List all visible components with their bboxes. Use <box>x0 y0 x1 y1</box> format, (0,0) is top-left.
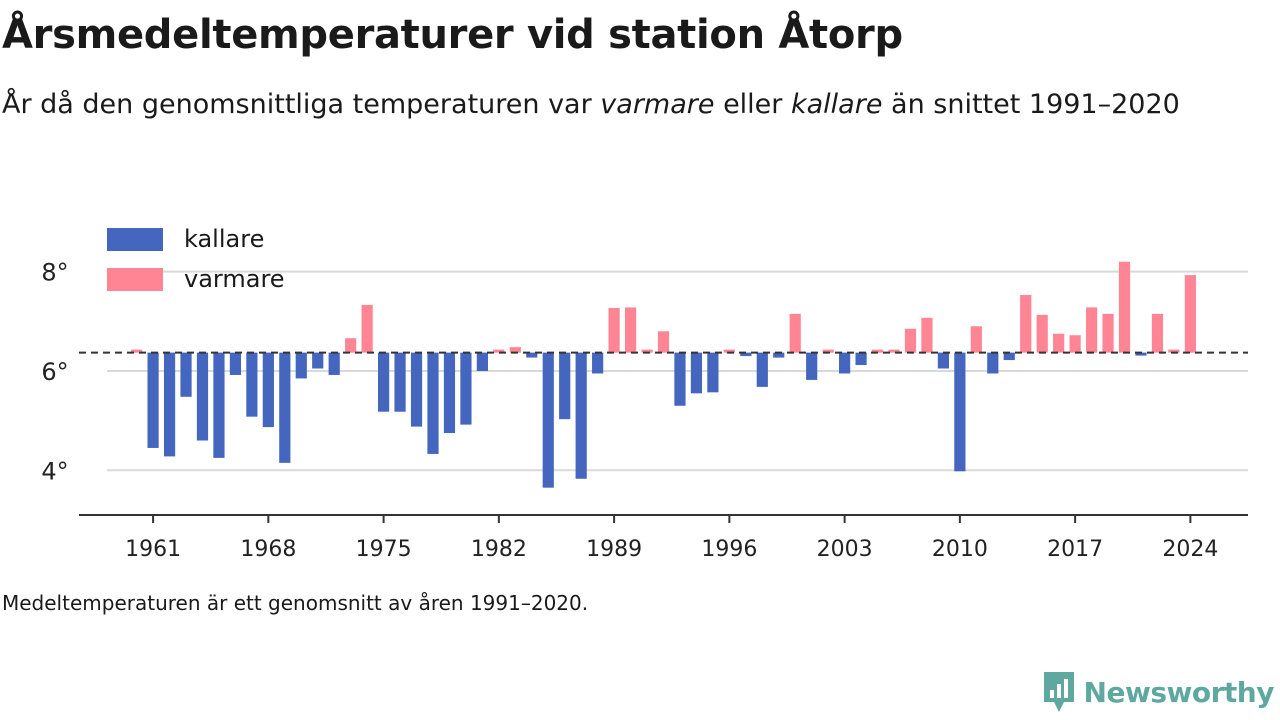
bar-1984 <box>526 352 538 358</box>
y-tick-label: 6° <box>41 358 68 386</box>
subtitle-part1: År då den genomsnittliga temperaturen va… <box>2 89 601 120</box>
bar-1967 <box>246 352 258 417</box>
x-tick-label: 2024 <box>1162 537 1218 562</box>
bar-1974 <box>361 304 373 353</box>
bar-2023 <box>1168 349 1180 353</box>
bar-2016 <box>1053 333 1065 353</box>
bar-1988 <box>592 352 604 374</box>
bar-1982 <box>493 349 505 353</box>
subtitle-part3: än snittet 1991–2020 <box>882 89 1180 120</box>
bar-1997 <box>740 352 752 357</box>
bar-1966 <box>229 352 242 375</box>
bar-1999 <box>773 352 785 358</box>
bar-2011 <box>970 326 982 353</box>
bar-2014 <box>1020 295 1032 353</box>
bar-1973 <box>345 338 357 353</box>
legend-item-varmare: varmare <box>107 265 285 293</box>
bar-2020 <box>1118 261 1131 353</box>
bar-1976 <box>394 352 406 412</box>
bar-1971 <box>312 352 324 369</box>
x-tick-label: 1968 <box>240 537 296 562</box>
bar-1994 <box>690 352 703 394</box>
legend-label-varmare: varmare <box>184 265 285 293</box>
x-tick-label: 1996 <box>701 537 757 562</box>
bar-1992 <box>657 331 670 353</box>
bar-2021 <box>1135 352 1147 356</box>
legend-label-kallare: kallare <box>184 225 265 253</box>
bar-chart: 4° 6° 8° 1961 1968 1975 1982 1989 1996 2003 2010 20… <box>41 259 1248 562</box>
x-tick-label: 2010 <box>932 537 988 562</box>
bar-1965 <box>213 352 225 458</box>
bar-1962 <box>163 352 176 457</box>
bar-1983 <box>509 347 521 353</box>
newsworthy-logo-icon <box>1043 672 1074 712</box>
bar-1979 <box>443 352 456 434</box>
x-tick-label: 1989 <box>586 537 642 562</box>
x-tick-label: 1975 <box>356 537 412 562</box>
bar-2003 <box>839 352 851 374</box>
bar-1972 <box>328 352 340 375</box>
x-tick-label: 1961 <box>125 537 181 562</box>
bar-2008 <box>921 317 933 353</box>
bar-2005 <box>871 349 884 353</box>
bar-1986 <box>559 352 571 420</box>
y-tick-label: 4° <box>41 457 68 485</box>
legend-swatch-kallare <box>107 227 163 251</box>
bar-2018 <box>1085 307 1098 353</box>
bar-2002 <box>822 349 834 353</box>
bar-1981 <box>476 352 488 371</box>
bar-2000 <box>789 313 801 353</box>
bar-2004 <box>855 352 867 366</box>
brand-logo[interactable]: Newsworthy <box>1042 670 1275 714</box>
bar-2001 <box>806 352 818 380</box>
footnote: Medeltemperaturen är ett genomsnitt av å… <box>2 591 589 615</box>
bar-1963 <box>180 352 192 397</box>
bar-2015 <box>1036 314 1048 353</box>
bar-2009 <box>937 352 949 369</box>
bar-2013 <box>1003 352 1015 361</box>
bar-2024 <box>1184 275 1196 353</box>
subtitle-warm-word: varmare <box>600 89 715 120</box>
bar-1995 <box>707 352 719 393</box>
legend-item-kallare: kallare <box>107 225 264 253</box>
bar-1961 <box>147 352 159 448</box>
y-tick-label: 8° <box>41 259 68 287</box>
bar-1970 <box>295 352 307 379</box>
bar-1990 <box>624 307 637 353</box>
x-tick-label: 2003 <box>817 537 873 562</box>
bar-1975 <box>378 352 390 412</box>
bar-2017 <box>1069 335 1081 353</box>
subtitle-part2: eller <box>714 89 791 120</box>
bar-1968 <box>262 352 274 428</box>
bar-1996 <box>723 349 735 353</box>
bar-1985 <box>542 352 554 488</box>
bar-2010 <box>954 352 966 472</box>
chart-title: Årsmedeltemperaturer vid station Åtorp <box>2 12 903 58</box>
bar-1960 <box>131 349 143 353</box>
bar-2019 <box>1102 313 1114 353</box>
bar-2007 <box>904 328 917 353</box>
bar-1969 <box>279 352 291 463</box>
chart-subtitle: År då den genomsnittliga temperaturen va… <box>2 84 1232 125</box>
bar-1964 <box>196 352 209 441</box>
bar-1978 <box>427 352 439 454</box>
x-tick-label: 1982 <box>471 537 527 562</box>
brand-name: Newsworthy <box>1083 675 1275 709</box>
bar-2012 <box>987 352 999 374</box>
bar-1977 <box>410 352 423 427</box>
bar-1991 <box>641 349 653 353</box>
bar-1980 <box>460 352 472 425</box>
subtitle-cold-word: kallare <box>790 89 883 120</box>
bar-1998 <box>756 352 768 387</box>
bar-2006 <box>888 349 900 353</box>
bar-1989 <box>608 307 620 353</box>
x-tick-label: 2017 <box>1047 537 1103 562</box>
legend-swatch-varmare <box>107 267 163 291</box>
bar-1993 <box>674 352 686 406</box>
bar-1987 <box>575 352 587 479</box>
bar-2022 <box>1151 313 1164 353</box>
